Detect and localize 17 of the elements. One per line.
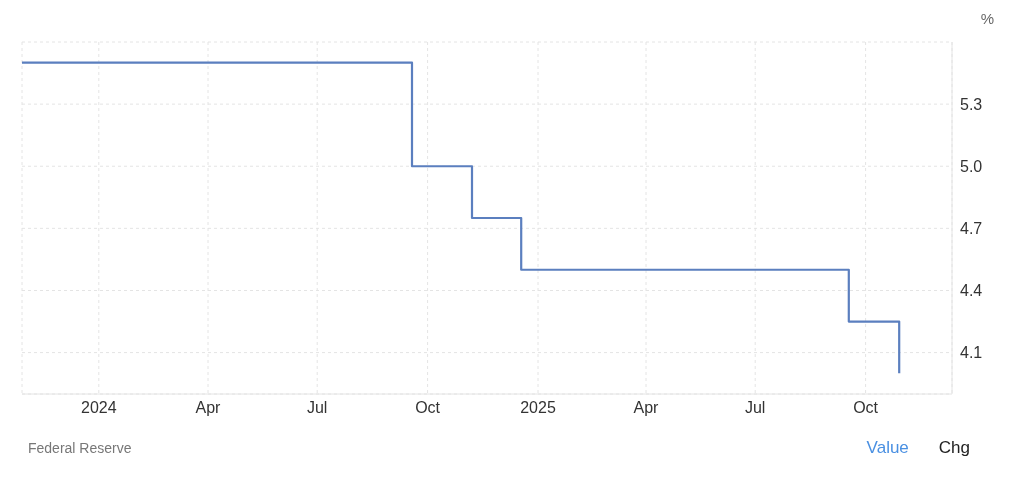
- y-axis-title: %: [980, 10, 994, 27]
- x-tick-label: Oct: [415, 399, 441, 417]
- x-tick-label: Apr: [195, 399, 222, 417]
- y-tick-label: 4.7: [960, 220, 983, 238]
- x-tick-label: 2024: [81, 399, 117, 417]
- x-tick-label: Jul: [744, 399, 766, 417]
- y-tick-label: 5.3: [960, 95, 983, 113]
- x-tick-label: Jul: [306, 399, 328, 417]
- y-tick-label: 4.1: [960, 344, 983, 362]
- x-tick-label: 2025: [520, 399, 556, 417]
- y-tick-label: 4.4: [960, 282, 983, 300]
- x-tick-label: Oct: [853, 399, 879, 417]
- text: Chg: [938, 438, 970, 458]
- text: Value: [866, 438, 909, 458]
- y-tick-label: 5.0: [960, 157, 983, 175]
- text: Federal Reserve: [28, 440, 132, 456]
- x-tick-label: Apr: [633, 399, 660, 417]
